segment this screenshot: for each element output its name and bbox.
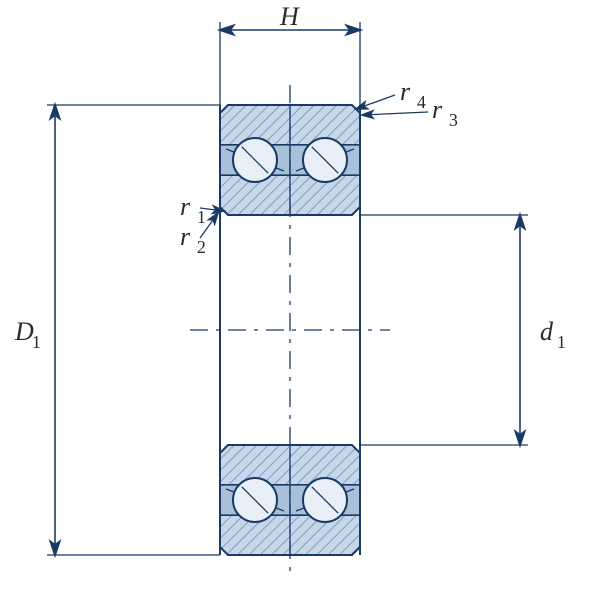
dim-label-subscript: 1	[557, 332, 566, 352]
dim-label: r	[400, 77, 411, 106]
dim-label: r	[180, 192, 191, 221]
dim-label: r	[432, 95, 443, 124]
dim-label: r	[180, 222, 191, 251]
pointer	[356, 95, 395, 109]
dim-label: H	[279, 2, 300, 31]
dim-label-subscript: 2	[197, 237, 206, 257]
pointer	[362, 112, 428, 115]
dim-label-subscript: 4	[417, 92, 426, 112]
dim-label: d	[540, 317, 554, 346]
dim-label-subscript: 1	[32, 332, 41, 352]
dim-label-subscript: 3	[449, 110, 458, 130]
dim-label-subscript: 1	[197, 207, 206, 227]
